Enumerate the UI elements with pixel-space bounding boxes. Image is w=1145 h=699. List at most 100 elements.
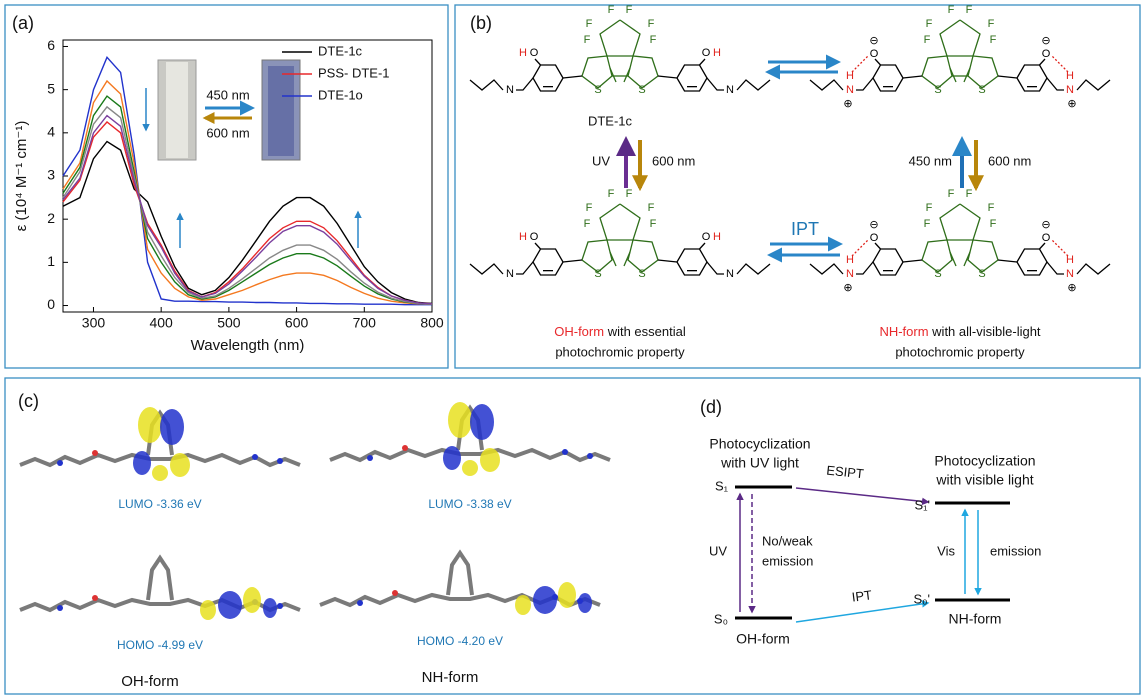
form-label: NH-form — [422, 669, 479, 686]
atom — [252, 454, 258, 460]
atom-label: F — [924, 218, 931, 230]
bond — [1076, 79, 1111, 91]
orbital-label: LUMO -3.36 eV — [118, 497, 201, 511]
orbital-label: HOMO -4.20 eV — [417, 634, 503, 648]
atom-label: S — [638, 268, 645, 280]
orbital-lobe — [443, 446, 461, 470]
orbital-lobe — [462, 460, 478, 476]
bond — [623, 251, 631, 267]
bond — [469, 263, 504, 275]
atom-label: ⊖ — [869, 219, 878, 231]
atom — [562, 449, 568, 455]
orbital-lobe — [470, 404, 494, 440]
panel-label: (a) — [12, 13, 34, 33]
process-label: ESIPT — [826, 463, 865, 482]
atom-label: S — [638, 84, 645, 96]
process-label: Vis — [937, 543, 955, 558]
panel-label: (d) — [700, 397, 722, 417]
atom-label: ⊖ — [1041, 219, 1050, 231]
atom-label: H — [1066, 254, 1074, 266]
atom-label: S — [978, 84, 985, 96]
arrow — [795, 600, 930, 623]
state-label: S₁' — [914, 497, 930, 512]
atom-label: N — [1066, 84, 1074, 96]
bond — [657, 75, 678, 79]
orbital-lobe — [138, 407, 162, 443]
orbital-picture — [319, 549, 601, 615]
orbital-lobe — [515, 595, 531, 615]
atom — [57, 460, 63, 466]
bond — [516, 261, 534, 275]
atom-label: F — [988, 18, 995, 30]
bond — [856, 261, 874, 275]
orbital-label: LUMO -3.38 eV — [428, 497, 511, 511]
atom-label: ⊕ — [843, 98, 852, 110]
bond — [874, 58, 881, 66]
atom-label: ⊕ — [1067, 282, 1076, 294]
bond — [623, 67, 631, 83]
orbital-lobe — [448, 402, 472, 438]
atom-label: F — [924, 34, 931, 46]
vial-photos — [142, 59, 362, 248]
atom-label: ⊖ — [869, 35, 878, 47]
atom-label: N — [726, 84, 734, 96]
atom-label: F — [650, 34, 657, 46]
atom-label: H — [519, 231, 527, 243]
atom-label: F — [948, 4, 955, 16]
caption: OH-form with essential — [554, 324, 686, 339]
orbital-lobe — [152, 465, 168, 481]
skeleton — [446, 549, 474, 596]
atom-label: O — [530, 231, 539, 243]
bond — [997, 259, 1018, 263]
atom — [92, 595, 98, 601]
atom — [392, 590, 398, 596]
atom-label: F — [608, 188, 615, 200]
bond — [963, 67, 971, 83]
orbital-picture — [19, 554, 301, 620]
arrow-label: 600 nm — [988, 153, 1031, 168]
caption: NH-form with all-visible-light — [879, 324, 1040, 339]
x-axis-label: Wavelength (nm) — [191, 337, 305, 354]
atom-label: H — [1066, 70, 1074, 82]
atom — [587, 453, 593, 459]
atom-label: H — [713, 231, 721, 243]
bond — [851, 55, 869, 73]
bond — [609, 251, 617, 267]
atom-label: N — [506, 268, 514, 280]
bond — [699, 242, 706, 250]
atom-label: S — [934, 84, 941, 96]
bond — [627, 55, 659, 89]
atom-label: F — [648, 202, 655, 214]
x-tick-label: 800 — [420, 315, 444, 331]
x-tick-label: 500 — [217, 315, 241, 331]
atom-label: F — [990, 218, 997, 230]
atom-label: S — [594, 84, 601, 96]
panel-frame — [4, 4, 449, 369]
arrow-label: 600 nm — [652, 153, 695, 168]
series-line — [62, 140, 433, 305]
atom — [402, 445, 408, 451]
atom-label: N — [506, 84, 514, 96]
y-tick-label: 6 — [47, 37, 55, 53]
legend-label: DTE-1o — [318, 87, 363, 102]
atom-label: O — [530, 47, 539, 59]
atom-label: O — [870, 232, 879, 244]
reaction-arrows — [616, 54, 984, 263]
compound-label: DTE-1c — [588, 113, 633, 128]
bond — [516, 77, 534, 91]
bond — [809, 263, 844, 275]
atom — [367, 455, 373, 461]
orbital-lobe — [243, 587, 261, 613]
atom-label: F — [926, 202, 933, 214]
bond — [921, 55, 953, 89]
x-tick-label: 600 — [285, 315, 309, 331]
atom-label: ⊖ — [1041, 35, 1050, 47]
bond — [609, 67, 617, 83]
energy-diagram — [735, 485, 1010, 623]
orbital-lobe — [218, 591, 242, 619]
y-tick-label: 3 — [47, 167, 55, 183]
orbital-picture — [329, 402, 611, 476]
atom-label: H — [846, 70, 854, 82]
